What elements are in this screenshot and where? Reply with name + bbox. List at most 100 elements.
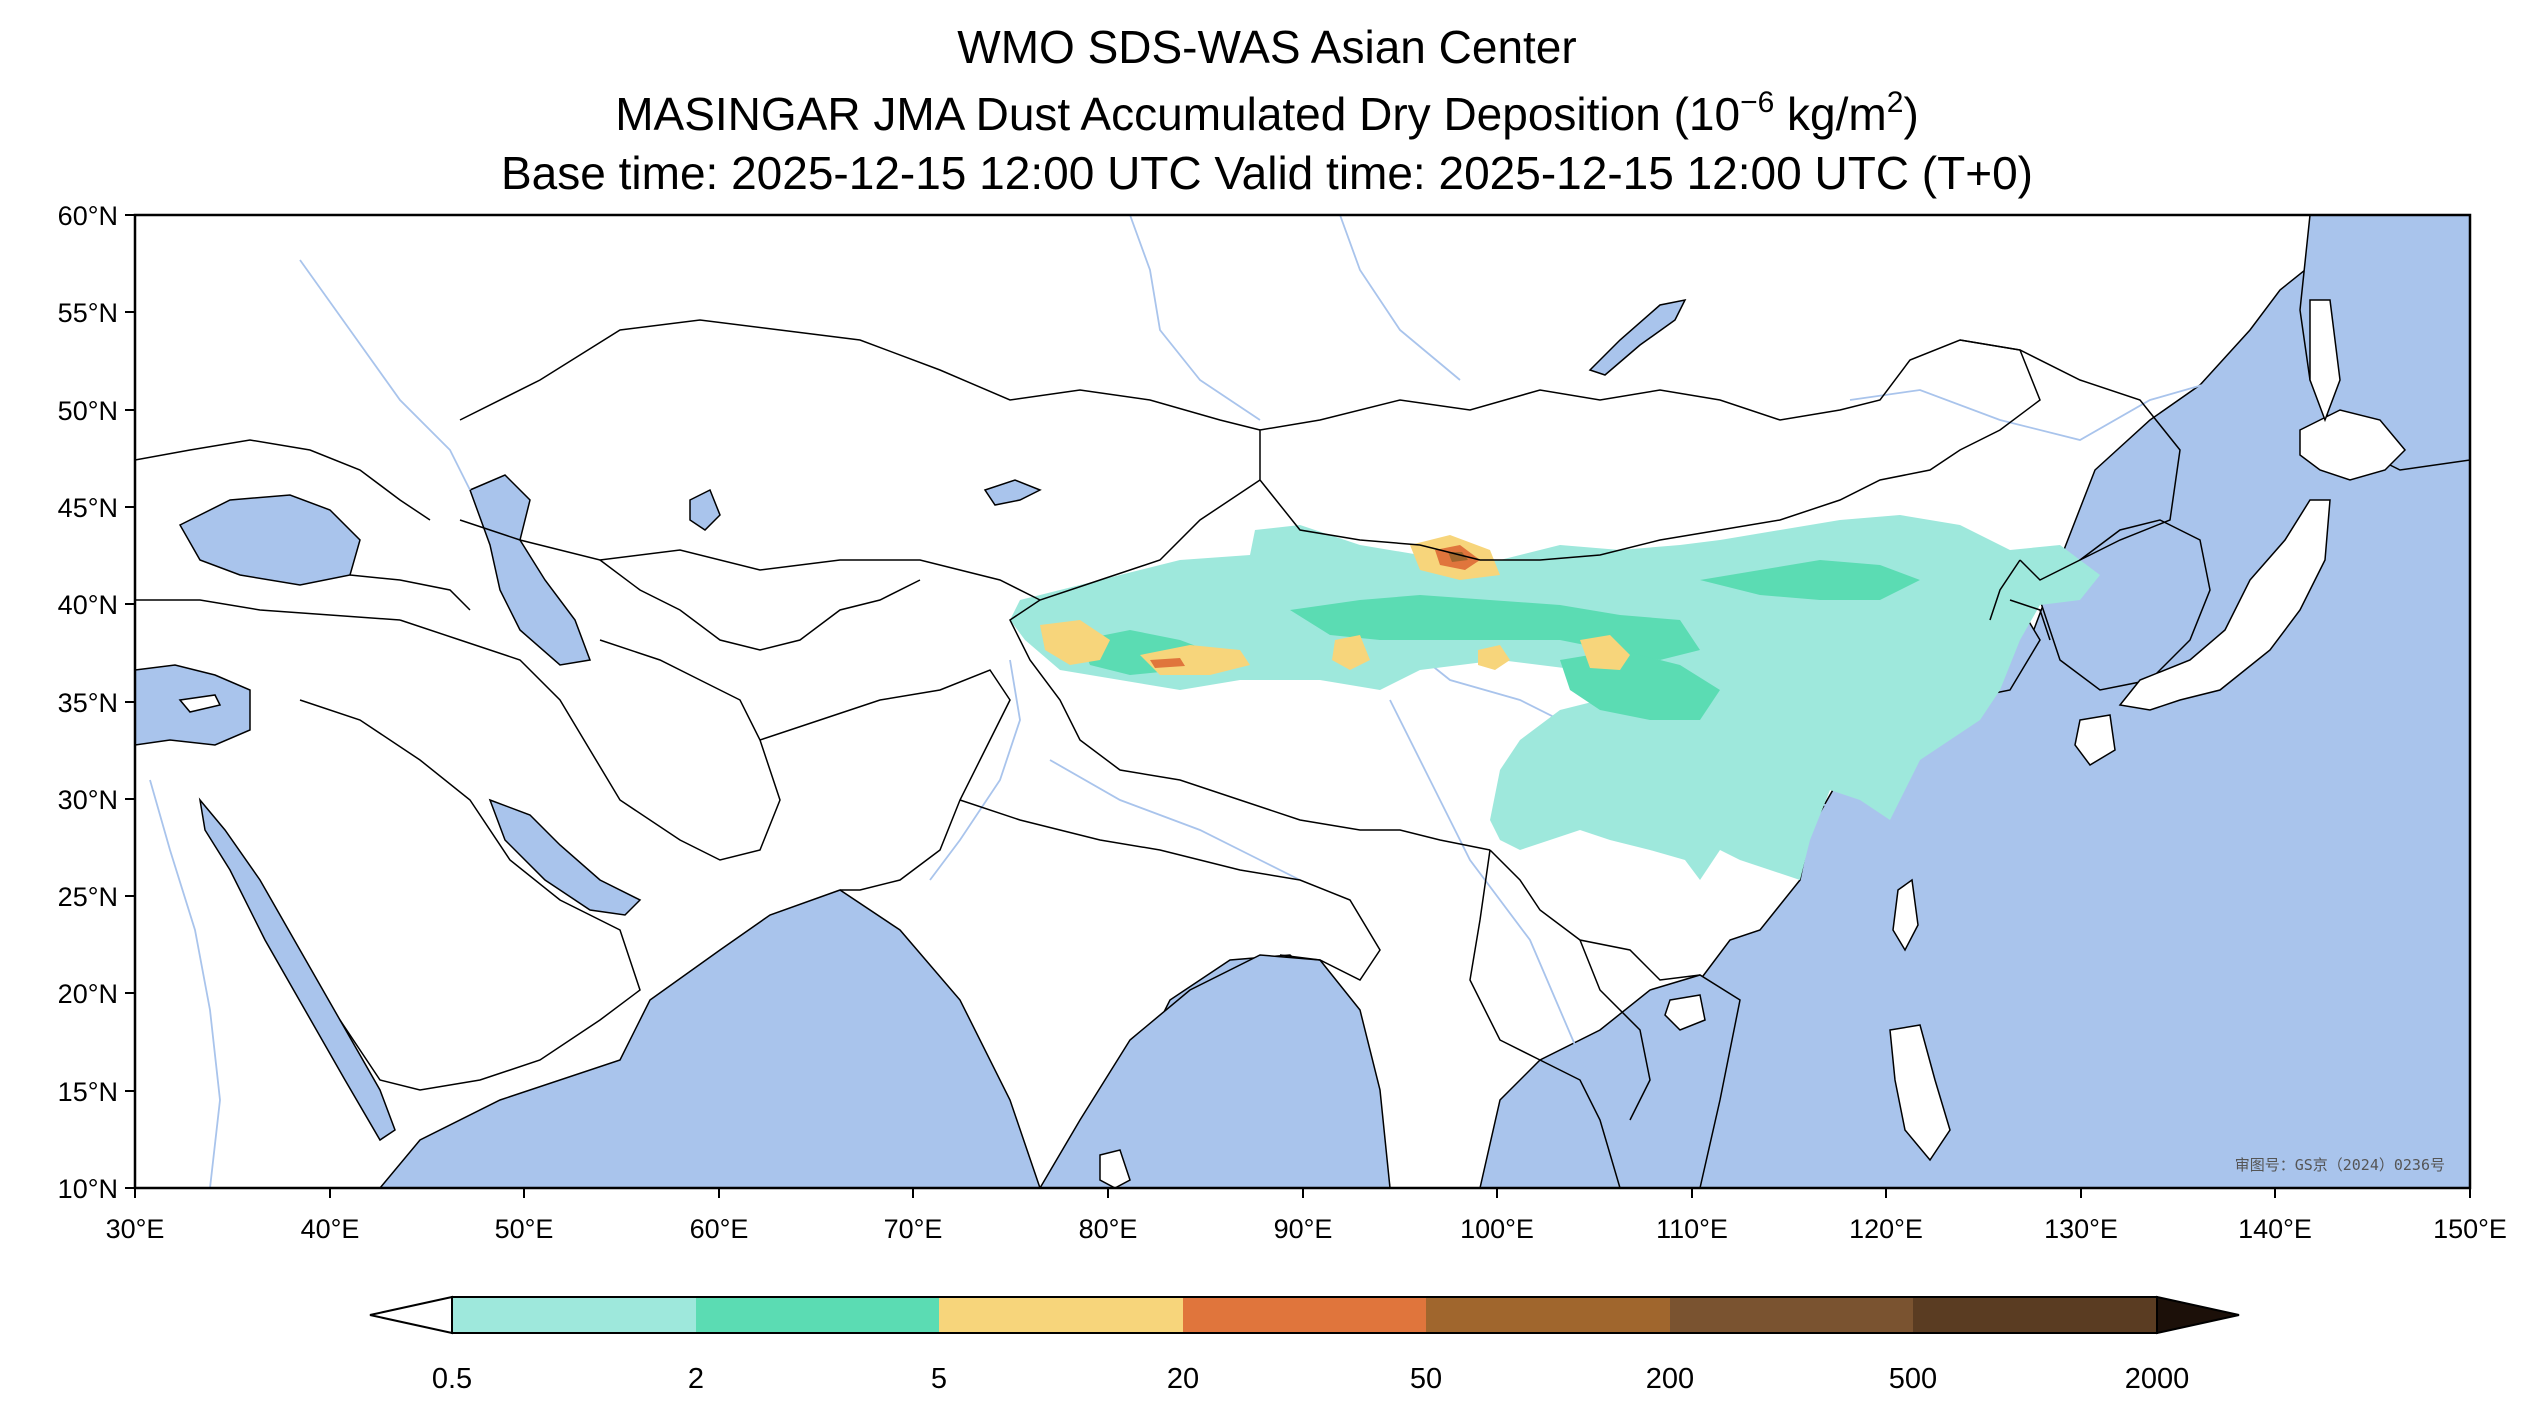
lon-tick-label: 130°E [2044, 1214, 2118, 1244]
border-layer [135, 319, 2181, 1188]
lat-tick-label: 30°N [58, 785, 118, 815]
subtitle-exponent: −6 [1740, 86, 1775, 119]
lat-tick-label: 40°N [58, 590, 118, 620]
lon-tick-label: 140°E [2238, 1214, 2312, 1244]
subtitle-prefix: MASINGAR JMA Dust Accumulated Dry Deposi… [615, 88, 1741, 140]
figure-time-info: Base time: 2025-12-15 12:00 UTC Valid ti… [501, 147, 2033, 199]
river-indus [929, 659, 1021, 881]
colorbar-label: 2000 [2125, 1363, 2190, 1395]
colorbar-label: 500 [1889, 1363, 1937, 1395]
river-ganges [1049, 759, 1301, 881]
colorbar-segment [1913, 1297, 2157, 1333]
border-mongolia [1259, 339, 2041, 561]
lake-baikal [1588, 298, 1687, 376]
lon-tick-label: 110°E [1656, 1214, 1728, 1244]
colorbar-segment [939, 1297, 1183, 1333]
honshu [2118, 499, 2331, 711]
lon-tick-label: 50°E [495, 1214, 554, 1244]
river-mekong [1389, 699, 1591, 1081]
border-caucasus [349, 574, 471, 611]
lat-tick-label: 15°N [58, 1077, 118, 1107]
colorbar: 0.5 2 5 20 50 200 500 2000 [369, 1295, 2240, 1395]
lon-tick-label: 90°E [1274, 1214, 1333, 1244]
border-india [959, 799, 1381, 981]
border-southeast-asia [1469, 849, 1621, 1188]
sri-lanka [1099, 1149, 1131, 1188]
dust-contour-2-5-east [1700, 560, 1920, 600]
colorbar-label: 50 [1410, 1363, 1442, 1395]
dust-contour-0.5-2 [1010, 515, 2100, 880]
river-ob [1129, 215, 1261, 421]
colorbar-extend-min [369, 1295, 453, 1335]
border-iran [399, 619, 781, 861]
border-turkmenistan-uzbekistan [599, 559, 921, 651]
figure-title: WMO SDS-WAS Asian Center [957, 21, 1577, 73]
lat-tick-label: 45°N [58, 493, 118, 523]
japan-islands [178, 299, 2407, 1188]
figure-subtitle: MASINGAR JMA Dust Accumulated Dry Deposi… [0, 86, 2534, 140]
lon-tick-label: 150°E [2433, 1214, 2507, 1244]
dust-contour-5-20-small [1478, 645, 1510, 670]
colorbar-label: 20 [1167, 1363, 1199, 1395]
hainan [1664, 994, 1706, 1031]
border-russia-china [1959, 339, 2181, 581]
lake-balkhash [983, 479, 1042, 506]
colorbar-label: 200 [1646, 1363, 1694, 1395]
bay-of-bengal [1039, 954, 1391, 1188]
dust-contour-5-20-south [1140, 645, 1250, 675]
latitude-axis: 10°N 15°N 20°N 25°N 30°N 35°N 40°N 45°N … [58, 201, 135, 1204]
longitude-axis: 30°E 40°E 50°E 60°E 70°E 80°E 90°E 100°E… [106, 1188, 2507, 1244]
hokkaido [2299, 409, 2407, 481]
dust-deposition-layer [1010, 515, 2100, 880]
border-turkey [135, 599, 401, 621]
aral-sea [689, 488, 721, 531]
border-kazakhstan-south [459, 519, 1041, 601]
lon-tick-label: 120°E [1849, 1214, 1923, 1244]
river-yenisei [1339, 215, 1461, 381]
colorbar-segment [1183, 1297, 1426, 1333]
subtitle-unit-exponent: 2 [1886, 86, 1904, 119]
lat-tick-label: 20°N [58, 979, 118, 1009]
border-china-korea [1989, 559, 2021, 621]
dust-contour-5-20-qaidam [1332, 635, 1370, 670]
colorbar-label: 2 [688, 1363, 704, 1395]
lat-tick-label: 55°N [58, 298, 118, 328]
lon-tick-label: 30°E [106, 1214, 165, 1244]
river-volga [299, 259, 471, 491]
subtitle-suffix: ) [1903, 88, 1919, 140]
kyushu [2074, 714, 2116, 766]
taiwan [1892, 878, 1919, 952]
border-china-west [1009, 479, 1491, 851]
dust-contour-20-50-taklamakan [1150, 658, 1185, 668]
dust-contour-20-50-core [1448, 552, 1468, 562]
south-china-sea [1479, 974, 1741, 1188]
colorbar-segment [1670, 1297, 1913, 1333]
black-sea [178, 494, 361, 586]
colorbar-segment [452, 1297, 696, 1333]
border-arabia [299, 699, 641, 1091]
red-sea [198, 797, 396, 1142]
lon-tick-label: 40°E [301, 1214, 360, 1244]
colorbar-segment [696, 1297, 939, 1333]
lat-tick-label: 50°N [58, 396, 118, 426]
lat-tick-label: 25°N [58, 882, 118, 912]
lat-tick-label: 35°N [58, 688, 118, 718]
lat-tick-label: 10°N [58, 1174, 118, 1204]
caspian-sea [469, 474, 592, 666]
colorbar-label: 0.5 [432, 1363, 472, 1395]
lon-tick-label: 60°E [690, 1214, 749, 1244]
river-amur [1849, 379, 2221, 441]
lon-tick-label: 100°E [1460, 1214, 1534, 1244]
border-korea [2009, 599, 2051, 641]
dust-contour-5-20-hexi [1580, 635, 1630, 670]
colorbar-segment [1426, 1297, 1670, 1333]
border-russia-kazakhstan [459, 319, 1261, 431]
map-approval-number: 审图号：GS京（2024）0236号 [2235, 1156, 2445, 1174]
colorbar-extend-max [2156, 1295, 2240, 1335]
lon-tick-label: 80°E [1079, 1214, 1138, 1244]
lon-tick-label: 70°E [884, 1214, 943, 1244]
map-panel: 审图号：GS京（2024）0236号 [135, 215, 2470, 1188]
border-afghanistan-pakistan [759, 669, 1011, 891]
lat-tick-label: 60°N [58, 201, 118, 231]
dust-contour-5-20-taklamakan [1040, 620, 1110, 665]
